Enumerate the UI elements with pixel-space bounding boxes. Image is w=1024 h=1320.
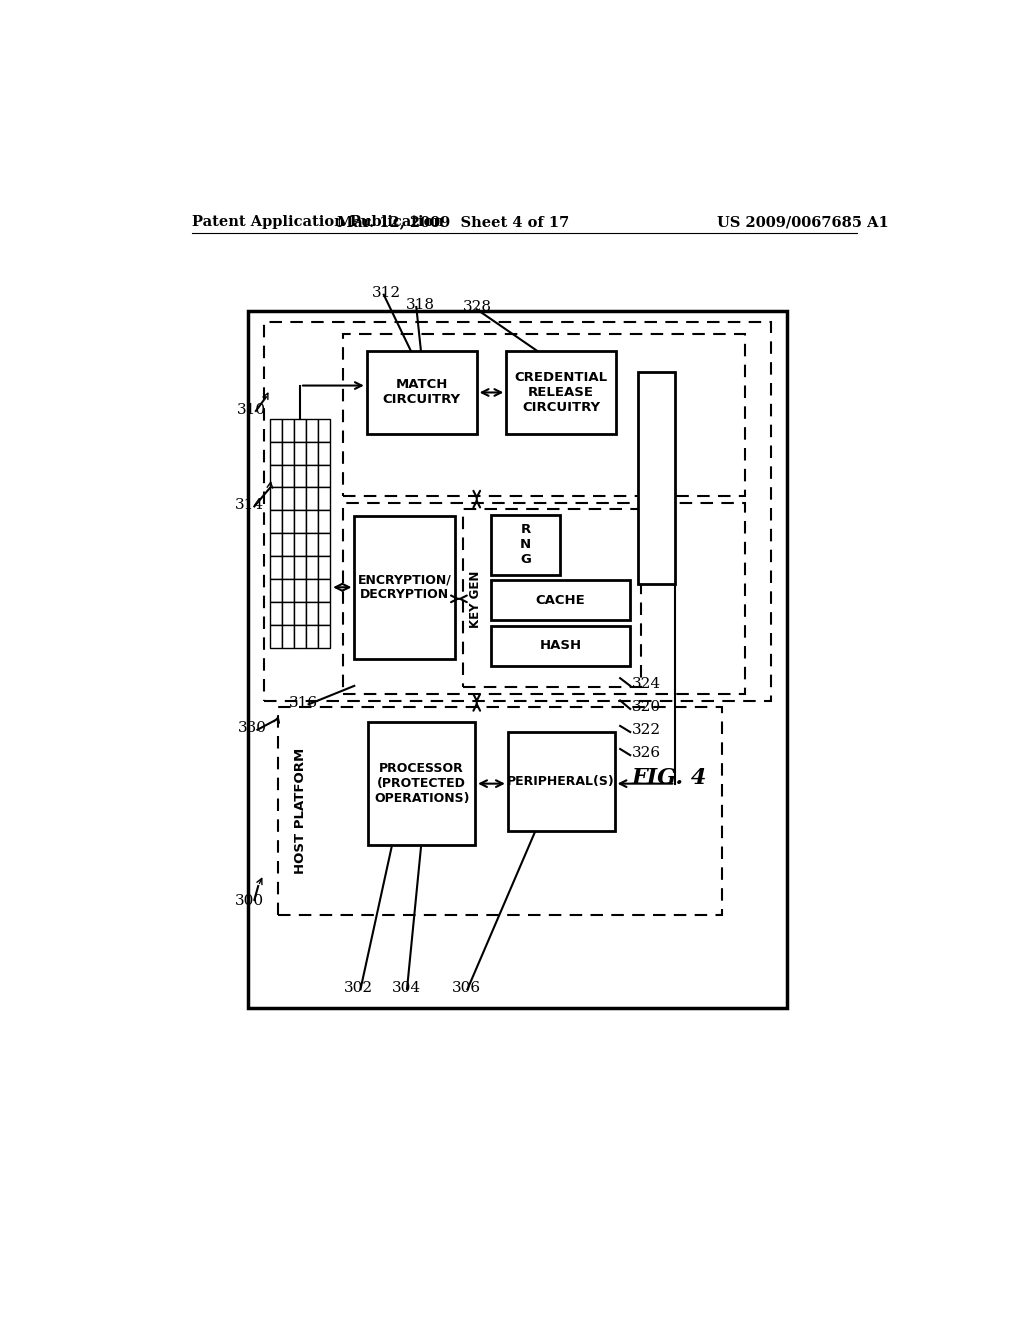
- Text: Mar. 12, 2009  Sheet 4 of 17: Mar. 12, 2009 Sheet 4 of 17: [337, 215, 569, 230]
- Text: 328: 328: [463, 300, 492, 314]
- Bar: [294, 602, 306, 626]
- Text: CREDENTIAL
RELEASE
CIRCUITRY: CREDENTIAL RELEASE CIRCUITRY: [515, 371, 608, 414]
- Text: 324: 324: [632, 677, 660, 692]
- Bar: [490, 515, 560, 576]
- Bar: [508, 733, 614, 830]
- Bar: [638, 372, 675, 585]
- Bar: [490, 626, 630, 665]
- Bar: [306, 511, 318, 533]
- Bar: [270, 511, 282, 533]
- Text: 322: 322: [632, 723, 660, 738]
- Bar: [270, 442, 282, 465]
- Text: 304: 304: [391, 981, 421, 994]
- Bar: [282, 511, 294, 533]
- Text: Patent Application Publication: Patent Application Publication: [191, 215, 443, 230]
- Bar: [294, 556, 306, 579]
- Bar: [282, 442, 294, 465]
- Bar: [294, 465, 306, 487]
- Text: 306: 306: [452, 981, 481, 994]
- Text: HOST PLATFORM: HOST PLATFORM: [294, 747, 306, 874]
- Bar: [506, 351, 616, 434]
- Text: R
N
G: R N G: [520, 524, 531, 566]
- Bar: [318, 418, 331, 442]
- Bar: [306, 626, 318, 648]
- Text: CACHE: CACHE: [536, 594, 586, 607]
- Bar: [354, 516, 455, 659]
- Bar: [282, 487, 294, 511]
- Bar: [294, 442, 306, 465]
- Bar: [270, 418, 282, 442]
- Bar: [490, 581, 630, 620]
- Text: 316: 316: [289, 696, 318, 710]
- Bar: [318, 626, 331, 648]
- Bar: [294, 487, 306, 511]
- Text: 326: 326: [632, 747, 660, 760]
- Bar: [306, 602, 318, 626]
- Text: MATCH
CIRCUITRY: MATCH CIRCUITRY: [383, 379, 461, 407]
- Bar: [270, 487, 282, 511]
- Text: 318: 318: [406, 297, 434, 312]
- Text: 312: 312: [372, 286, 401, 300]
- Bar: [270, 626, 282, 648]
- Bar: [294, 579, 306, 602]
- Bar: [318, 556, 331, 579]
- Bar: [278, 706, 722, 915]
- Bar: [306, 533, 318, 556]
- Bar: [306, 442, 318, 465]
- Text: 300: 300: [234, 895, 264, 908]
- Text: 320: 320: [632, 700, 660, 714]
- Text: US 2009/0067685 A1: US 2009/0067685 A1: [717, 215, 889, 230]
- Bar: [270, 533, 282, 556]
- Bar: [318, 442, 331, 465]
- Bar: [282, 418, 294, 442]
- Bar: [270, 556, 282, 579]
- Bar: [282, 626, 294, 648]
- Bar: [318, 511, 331, 533]
- Text: 310: 310: [237, 403, 265, 417]
- Bar: [463, 508, 641, 688]
- Bar: [343, 334, 744, 496]
- Bar: [248, 312, 786, 1007]
- Bar: [318, 533, 331, 556]
- Text: 302: 302: [343, 981, 373, 994]
- Bar: [263, 322, 771, 701]
- Bar: [318, 487, 331, 511]
- Bar: [270, 465, 282, 487]
- Bar: [294, 533, 306, 556]
- Bar: [318, 579, 331, 602]
- Text: KEY GEN: KEY GEN: [469, 570, 482, 627]
- Bar: [306, 487, 318, 511]
- Bar: [343, 503, 744, 694]
- Text: 330: 330: [238, 721, 267, 735]
- Bar: [282, 556, 294, 579]
- Text: PROCESSOR
(PROTECTED
OPERATIONS): PROCESSOR (PROTECTED OPERATIONS): [374, 762, 469, 805]
- Bar: [306, 579, 318, 602]
- Bar: [294, 418, 306, 442]
- Bar: [318, 465, 331, 487]
- Bar: [282, 602, 294, 626]
- Bar: [270, 579, 282, 602]
- Bar: [282, 533, 294, 556]
- Text: HASH: HASH: [540, 639, 582, 652]
- Bar: [306, 556, 318, 579]
- Text: FIG. 4: FIG. 4: [632, 767, 708, 789]
- Text: PERIPHERAL(S): PERIPHERAL(S): [507, 775, 615, 788]
- Bar: [282, 465, 294, 487]
- Bar: [369, 722, 475, 845]
- Bar: [294, 511, 306, 533]
- Bar: [367, 351, 477, 434]
- Bar: [270, 602, 282, 626]
- Bar: [318, 602, 331, 626]
- Bar: [282, 579, 294, 602]
- Bar: [294, 626, 306, 648]
- Bar: [306, 465, 318, 487]
- Text: 314: 314: [234, 498, 264, 512]
- Text: ENCRYPTION/
DECRYPTION: ENCRYPTION/ DECRYPTION: [357, 573, 452, 602]
- Bar: [306, 418, 318, 442]
